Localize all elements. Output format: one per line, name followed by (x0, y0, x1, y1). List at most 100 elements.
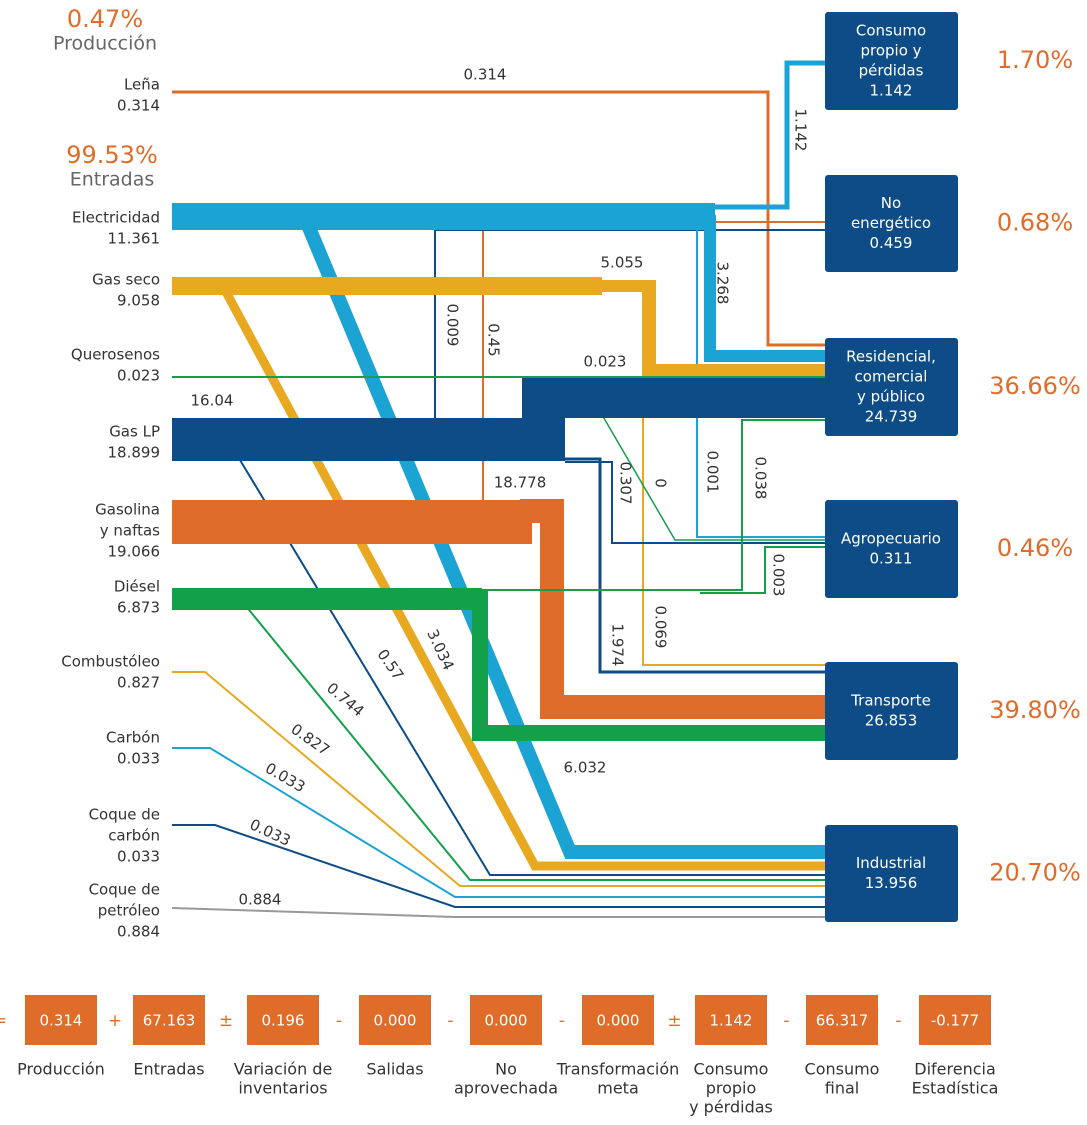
balance-box (25, 995, 97, 1045)
sink-value: 0.459 (870, 234, 913, 252)
balance-operator: + (108, 1011, 122, 1031)
source-label: Leña (124, 76, 160, 94)
flow-label: 0.57 (373, 646, 407, 684)
sink-share: 0.68% (997, 209, 1073, 237)
flow (565, 457, 825, 674)
flow-label: 0.001 (704, 451, 722, 494)
flow-label: 0.069 (652, 606, 670, 649)
balance-box (133, 995, 205, 1045)
source-label: carbón (108, 827, 160, 845)
sink-label: Agropecuario (841, 530, 941, 548)
flow (172, 671, 825, 887)
balance-label: Estadística (912, 1079, 999, 1098)
balance-label: Consumo (805, 1060, 880, 1079)
flow (579, 376, 825, 541)
sink-box (825, 500, 958, 598)
balance-label: inventarios (238, 1079, 327, 1098)
flow (696, 225, 825, 538)
flow-label: 0.009 (444, 304, 462, 347)
source-label: Querosenos (71, 346, 160, 364)
sink-label: comercial (855, 368, 928, 386)
sink-box (825, 825, 958, 922)
sink-share: 20.70% (989, 859, 1081, 887)
flow (522, 378, 825, 418)
source-value: 0.033 (117, 848, 160, 866)
sink-share: 1.70% (997, 46, 1073, 74)
source-value: 19.066 (108, 543, 161, 561)
balance-operator: ± (219, 1011, 233, 1031)
flow (172, 418, 565, 461)
balance-operator: - (783, 1011, 789, 1031)
balance-value: 0.000 (597, 1012, 640, 1030)
flow (600, 280, 825, 376)
source-value: 18.899 (108, 444, 161, 462)
flow-label: 5.055 (601, 254, 644, 272)
balance-label: Entradas (133, 1060, 204, 1079)
source-label: Combustóleo (61, 653, 160, 671)
flow (244, 604, 825, 881)
production-label: Producción (53, 33, 157, 55)
flow (172, 203, 715, 230)
flow (172, 277, 602, 295)
sink-box (825, 662, 958, 760)
flow (700, 60, 825, 210)
sink-value: 13.956 (865, 874, 918, 892)
flow-label: 1.142 (792, 109, 810, 152)
flow-label: 0.033 (262, 759, 308, 796)
sink-label: No (881, 194, 901, 212)
flows (171, 60, 825, 918)
source-label: Coque de (89, 881, 160, 899)
balance-label: aprovechada (454, 1079, 558, 1098)
source-value: 9.058 (117, 292, 160, 310)
flow-label: 0 (652, 478, 670, 488)
balance-label: final (825, 1079, 859, 1098)
balance-value: -0.177 (931, 1012, 979, 1030)
inputs-label: Entradas (70, 169, 155, 191)
balance-value: 67.163 (143, 1012, 196, 1030)
flow-label: 0.023 (584, 353, 627, 371)
sink-label: Industrial (856, 854, 926, 872)
balance-value: 0.196 (262, 1012, 305, 1030)
sink-value: 0.311 (870, 550, 913, 568)
flow (172, 747, 825, 898)
balance-box (806, 995, 878, 1045)
source-value: 0.884 (117, 923, 160, 941)
production-pct: 0.47% (67, 5, 143, 33)
sink-label: Residencial, (846, 348, 936, 366)
balance-label: propio (706, 1079, 757, 1098)
balance-label: meta (597, 1079, 639, 1098)
balance-operator: = (0, 1011, 7, 1031)
flow (221, 287, 825, 871)
sink-label: propio y (860, 42, 921, 60)
flow-label: 6.032 (564, 759, 607, 777)
sink-label: y público (857, 388, 925, 406)
flow (704, 215, 825, 362)
balance-box (919, 995, 991, 1045)
flow-label: 0.45 (485, 323, 503, 356)
sink-label: Transporte (850, 692, 931, 710)
flow-label: 0.038 (752, 457, 770, 500)
sink-share: 39.80% (989, 696, 1081, 724)
sink-value: 1.142 (870, 82, 913, 100)
flow-label: 18.778 (494, 474, 547, 492)
balance-label: Salidas (366, 1060, 423, 1079)
sink-box (825, 338, 958, 436)
source-value: 0.033 (117, 750, 160, 768)
flow-label: 0.744 (323, 679, 367, 720)
source-label: Gasolina (95, 501, 160, 519)
balance-label: Consumo (694, 1060, 769, 1079)
balance-value: 0.000 (374, 1012, 417, 1030)
source-label: Coque de (89, 806, 160, 824)
balance-operator: - (895, 1011, 901, 1031)
flow (520, 499, 825, 719)
balance-value: 1.142 (710, 1012, 753, 1030)
source-value: 11.361 (108, 230, 161, 248)
balance-box (695, 995, 767, 1045)
sink-box (825, 12, 958, 110)
sink-label: pérdidas (859, 62, 924, 80)
balance-operator: ± (667, 1011, 681, 1031)
flow-label: 16.04 (191, 392, 234, 410)
balance-value: 0.314 (40, 1012, 83, 1030)
flow (172, 500, 532, 544)
